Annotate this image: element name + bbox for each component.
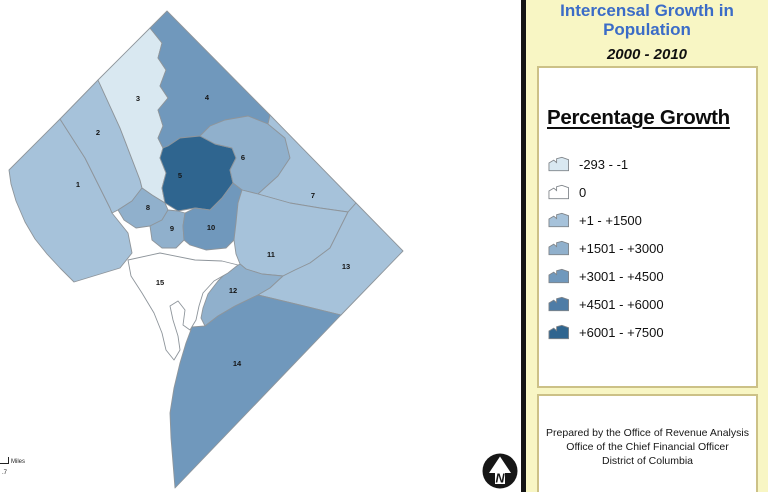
scale-bar-value-label: .7 <box>2 470 8 476</box>
map-region-label-7: 7 <box>311 191 315 200</box>
panel-divider <box>521 0 526 492</box>
legend-label: 0 <box>579 184 587 200</box>
legend-swatch-icon <box>548 184 569 200</box>
legend-swatch-icon <box>548 296 569 312</box>
side-panel: Intercensal Growth in Population 2000 - … <box>526 0 768 492</box>
title-line-2: Population <box>603 20 691 39</box>
map-region-label-4: 4 <box>205 93 210 102</box>
panel-subtitle: 2000 - 2010 <box>606 46 688 63</box>
scale-bar-line <box>0 457 9 464</box>
legend-item: +4501 - +6000 <box>548 296 756 312</box>
legend-label: -293 - -1 <box>579 156 629 172</box>
legend-items: -293 - -1 0 +1 - +1500 +1501 - +3000 +3001 -… <box>539 156 756 340</box>
legend-label: +1501 - +3000 <box>579 240 664 256</box>
north-arrow-letter: N <box>495 472 505 486</box>
legend-label: +6001 - +7500 <box>579 324 664 340</box>
map-region-label-14: 14 <box>233 359 242 368</box>
legend-swatch-icon <box>548 240 569 256</box>
credits-box: Prepared by the Office of Revenue Analys… <box>537 394 758 492</box>
scale-bar-unit-label: Miles <box>11 459 26 465</box>
map-region-15 <box>127 252 239 361</box>
north-arrow-pointer <box>489 456 511 484</box>
map-region-label-5: 5 <box>178 171 182 180</box>
map-region-label-15: 15 <box>156 278 164 287</box>
legend-heading: Percentage Growth <box>547 106 730 129</box>
map-region-label-6: 6 <box>241 153 245 162</box>
legend-item: +1501 - +3000 <box>548 240 756 256</box>
legend-swatch-icon <box>548 156 569 172</box>
legend-box: Percentage Growth -293 - -1 0 +1 - +1500 +1… <box>537 66 758 388</box>
scale-bar: Miles .7 <box>0 453 60 485</box>
legend-swatch-icon <box>548 268 569 284</box>
map-region-label-1: 1 <box>76 180 80 189</box>
legend-label: +1 - +1500 <box>579 212 642 228</box>
map-region-label-2: 2 <box>96 128 100 137</box>
legend-item: +6001 - +7500 <box>548 324 756 340</box>
map-region-label-10: 10 <box>207 223 215 232</box>
legend-label: +4501 - +6000 <box>579 296 664 312</box>
legend-item: +1 - +1500 <box>548 212 756 228</box>
legend-item: 0 <box>548 184 756 200</box>
credits-line-3: District of Columbia <box>601 455 694 467</box>
north-arrow-icon: N <box>482 453 518 489</box>
map-region-label-13: 13 <box>342 262 350 271</box>
title-line-1: Intercensal Growth in <box>560 1 734 20</box>
legend-swatch-icon <box>548 212 569 228</box>
panel-title: Intercensal Growth in Population <box>526 0 768 39</box>
map-region-14 <box>169 294 342 489</box>
map-region-label-3: 3 <box>136 94 140 103</box>
legend-swatch-icon <box>548 324 569 340</box>
map-region-label-8: 8 <box>146 203 150 212</box>
map-region-label-11: 11 <box>267 250 275 259</box>
credits-line-1: Prepared by the Office of Revenue Analys… <box>546 427 749 439</box>
legend-item: -293 - -1 <box>548 156 756 172</box>
map-region-label-12: 12 <box>229 286 237 295</box>
legend-label: +3001 - +4500 <box>579 268 664 284</box>
map-region-label-9: 9 <box>170 224 174 233</box>
legend-item: +3001 - +4500 <box>548 268 756 284</box>
credits-line-2: Office of the Chief Financial Officer <box>566 441 729 453</box>
